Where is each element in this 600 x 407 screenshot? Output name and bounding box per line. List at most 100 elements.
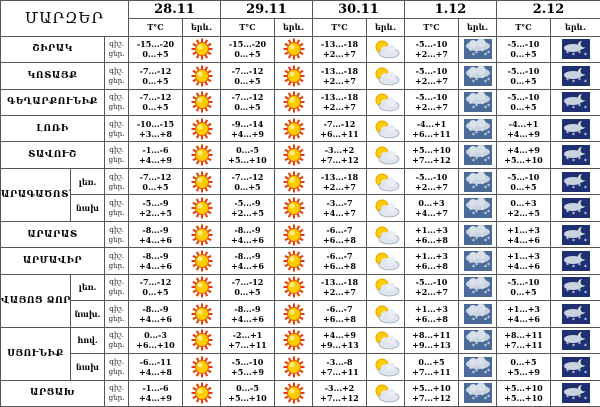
- night-temperature: -8...-9: [142, 224, 169, 235]
- sun-icon: [283, 250, 304, 272]
- svg-text:*: *: [578, 394, 581, 401]
- night-temperature: -8...-9: [142, 303, 169, 314]
- day-temperature: +4...+6: [507, 313, 540, 324]
- subregion-name: հով.: [70, 326, 105, 355]
- day-temperature: 0...+5: [510, 181, 537, 192]
- icon-header: երև.: [274, 18, 313, 37]
- day-temperature: +6...+11: [412, 128, 451, 139]
- subregion-name: նախ: [70, 353, 105, 381]
- temperature-cell: +5...+10 +7...+12: [404, 379, 459, 407]
- sun-icon: [182, 220, 221, 249]
- time-labels: գիշ. ցեր.: [104, 353, 129, 381]
- time-labels: գիշ. ցեր.: [104, 194, 129, 222]
- moon-snow-icon: * * * *: [550, 326, 600, 355]
- svg-text:*: *: [469, 128, 472, 135]
- night-temperature: +5...+10: [412, 145, 451, 156]
- sun-icon: [274, 247, 313, 275]
- moon-snow-icon: * * * *: [561, 65, 590, 86]
- sun-cloud-icon: [366, 62, 405, 90]
- svg-text:*: *: [469, 101, 472, 108]
- sun-icon: [283, 171, 304, 193]
- svg-text:*: *: [481, 313, 484, 320]
- temperature-cell: -7...-12 0...+5: [220, 62, 275, 90]
- temperature-cell: -13...-18 +2...+7: [312, 273, 367, 302]
- sun-icon: [182, 88, 221, 116]
- date-header-2: 29.11: [220, 0, 313, 20]
- day-temperature: +4...+6: [139, 260, 172, 271]
- region-row: նախ. գիշ. ցեր. -8...-9 +4...+6 -8...-9 +4...+6…: [1, 300, 600, 328]
- sun-icon: [283, 382, 304, 404]
- night-temperature: -8...-9: [234, 303, 261, 314]
- region-name: ԱՐԱՐԱՏ: [0, 220, 105, 249]
- day-temperature: +7...+12: [320, 155, 359, 166]
- svg-text:*: *: [566, 236, 569, 243]
- day-label: ցեր.: [108, 156, 125, 165]
- svg-text:*: *: [578, 315, 581, 322]
- day-temperature: +7...+11: [412, 366, 451, 377]
- svg-text:*: *: [475, 262, 478, 269]
- region-row: ՏԱՎՈՒՇ գիշ. ցեր. -1...-6 +4...+9 0...-5 +5...+…: [0, 141, 600, 169]
- svg-text:*: *: [584, 238, 587, 245]
- day-temperature: 0...+5: [510, 287, 537, 298]
- night-temperature: +1...+3: [415, 250, 448, 261]
- svg-text:*: *: [584, 317, 587, 324]
- snow-cloud-icon: ******: [463, 250, 492, 271]
- day-temperature: +2...+7: [323, 181, 356, 192]
- time-labels: գիշ. ցեր.: [104, 379, 129, 407]
- sun-icon: [182, 141, 221, 169]
- svg-text:*: *: [475, 50, 478, 57]
- sun-cloud-icon: [366, 114, 405, 143]
- day-temperature: +7...+12: [320, 393, 359, 404]
- svg-text:*: *: [484, 132, 487, 139]
- snow-cloud-icon: ******: [463, 303, 492, 324]
- snow-cloud-icon: ******: [463, 91, 492, 113]
- night-temperature: +5...+10: [412, 383, 451, 394]
- day-temperature: 0...+5: [234, 49, 261, 60]
- snow-cloud-icon: ******: [457, 326, 498, 355]
- moon-snow-icon: * * * *: [561, 277, 590, 298]
- temperature-cell: -7...-12 +6...+11: [312, 114, 367, 143]
- temperature-cell: -4...+1 +6...+11: [404, 114, 459, 143]
- day-temperature: 0...+5: [234, 287, 261, 298]
- sun-icon: [182, 167, 221, 196]
- svg-text:*: *: [484, 396, 487, 403]
- moon-snow-icon: * * * *: [561, 250, 590, 271]
- day-temperature: +5...+10: [504, 393, 543, 404]
- svg-text:*: *: [572, 396, 575, 403]
- day-temperature: +2...+7: [323, 49, 356, 60]
- svg-text:*: *: [469, 313, 472, 320]
- night-temperature: +1...+3: [415, 303, 448, 314]
- svg-text:*: *: [578, 156, 581, 163]
- day-temperature: +4...+9: [139, 155, 172, 166]
- sun-cloud-icon: [375, 93, 399, 112]
- sun-icon: [274, 300, 313, 328]
- day-temperature: 0...+5: [234, 102, 261, 113]
- day-temperature: +4...+6: [139, 234, 172, 245]
- night-label: գիշ.: [109, 384, 124, 393]
- temperature-cell: -6...-7 +6...+8: [312, 220, 367, 249]
- night-temperature: -7...-12: [231, 277, 264, 288]
- svg-text:*: *: [469, 286, 472, 293]
- day-temperature: +6...+8: [415, 234, 448, 245]
- day-temperature: +5...+10: [504, 155, 543, 166]
- moon-snow-icon: * * * *: [550, 220, 600, 249]
- night-label: գիշ.: [109, 146, 124, 155]
- svg-text:*: *: [578, 288, 581, 295]
- subregion-name: լեռ.: [70, 167, 105, 196]
- svg-text:*: *: [472, 238, 475, 245]
- temperature-cell: -5...-10 0...+5: [496, 35, 552, 64]
- day-temperature: 0...+5: [142, 75, 169, 86]
- sun-icon: [191, 197, 212, 219]
- temperature-cell: -5...-10 0...+5: [496, 167, 552, 196]
- svg-text:*: *: [578, 236, 581, 243]
- svg-text:*: *: [584, 396, 587, 403]
- svg-text:*: *: [484, 211, 487, 218]
- date-header-5: 2.12: [496, 0, 600, 20]
- sun-icon: [191, 38, 212, 60]
- temperature-cell: -10...-15 +3...+8: [128, 114, 183, 143]
- day-temperature: +2...+7: [415, 102, 448, 113]
- temperature-cell: +5...+10 +5...+10: [496, 379, 552, 407]
- temperature-cell: -4...+1 +4...+9: [496, 114, 552, 143]
- snow-cloud-icon: ******: [457, 141, 498, 169]
- day-label: ցեր.: [108, 288, 125, 297]
